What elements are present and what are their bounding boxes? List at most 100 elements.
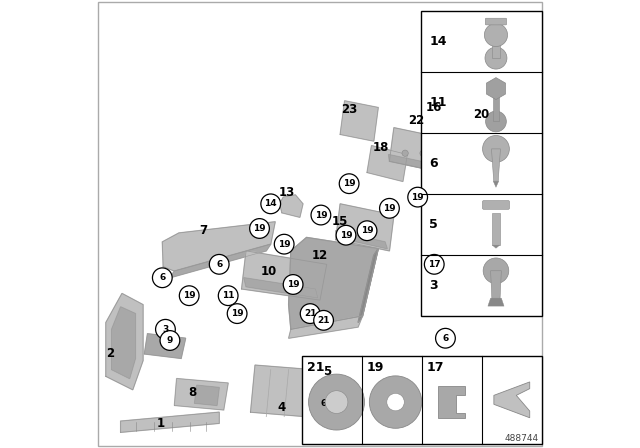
Text: 4: 4 [278,401,286,414]
Text: 1: 1 [157,417,165,430]
Text: 17: 17 [426,361,444,374]
Polygon shape [195,385,220,405]
Polygon shape [170,244,271,278]
Circle shape [275,234,294,254]
Circle shape [156,319,175,339]
Text: 3: 3 [429,279,438,292]
Text: 15: 15 [332,215,348,228]
Text: 19: 19 [343,179,355,188]
Circle shape [152,268,172,288]
Circle shape [456,150,462,156]
Circle shape [311,205,331,225]
Text: 12: 12 [312,249,328,262]
Text: 21: 21 [304,309,316,318]
Circle shape [436,328,455,348]
Circle shape [484,23,508,47]
Polygon shape [388,155,475,179]
Polygon shape [437,134,475,152]
Polygon shape [280,195,303,217]
Circle shape [420,150,426,156]
Circle shape [209,254,229,274]
Circle shape [336,225,356,245]
Circle shape [300,304,320,323]
Text: 5: 5 [429,218,438,231]
Text: 14: 14 [264,199,277,208]
Polygon shape [251,365,340,419]
Polygon shape [289,237,378,329]
Polygon shape [244,278,317,298]
FancyBboxPatch shape [302,356,541,444]
Polygon shape [482,121,511,159]
Polygon shape [174,379,228,410]
Text: 7: 7 [200,224,207,237]
Text: 6: 6 [216,260,222,269]
Circle shape [227,304,247,323]
FancyBboxPatch shape [485,18,507,25]
Polygon shape [106,293,143,390]
Text: 19: 19 [231,309,243,318]
FancyBboxPatch shape [421,11,541,316]
Text: 23: 23 [341,103,357,116]
Polygon shape [439,92,481,152]
FancyBboxPatch shape [492,37,500,58]
Circle shape [486,111,506,132]
Circle shape [284,275,303,294]
Polygon shape [145,334,186,358]
Text: 21: 21 [307,361,324,374]
FancyBboxPatch shape [492,214,500,245]
Text: 11: 11 [222,291,234,300]
Text: 6: 6 [429,157,438,170]
Text: 13: 13 [278,186,294,199]
Circle shape [408,187,428,207]
Circle shape [308,374,364,430]
Text: 20: 20 [473,108,490,121]
Text: 10: 10 [260,264,276,278]
Text: 6: 6 [442,334,449,343]
Text: 6: 6 [159,273,165,282]
Polygon shape [491,271,501,300]
Text: 9: 9 [167,336,173,345]
FancyBboxPatch shape [483,201,509,209]
Polygon shape [492,245,500,248]
Text: 19: 19 [412,193,424,202]
Circle shape [402,150,408,156]
Polygon shape [358,249,378,323]
Polygon shape [482,142,504,157]
Circle shape [218,286,238,306]
Text: 17: 17 [428,260,440,269]
Circle shape [485,47,507,69]
Text: 19: 19 [253,224,266,233]
Polygon shape [112,307,136,379]
Circle shape [424,254,444,274]
Text: 19: 19 [367,361,384,374]
Text: 18: 18 [372,141,388,155]
Text: 14: 14 [429,35,447,48]
Text: 19: 19 [315,211,327,220]
Circle shape [483,258,509,284]
Polygon shape [486,78,506,99]
Polygon shape [488,298,504,306]
Circle shape [357,221,377,241]
Text: 11: 11 [429,96,447,109]
Polygon shape [367,146,407,181]
Circle shape [160,331,180,350]
Text: 19: 19 [287,280,300,289]
Text: 16: 16 [426,101,442,114]
Text: 19: 19 [183,291,195,300]
Polygon shape [289,316,362,338]
Circle shape [387,393,404,411]
Circle shape [339,174,359,194]
FancyBboxPatch shape [99,2,541,446]
Polygon shape [438,386,465,418]
Polygon shape [492,149,500,181]
Circle shape [438,150,444,156]
Circle shape [261,194,280,214]
Text: 19: 19 [361,226,373,235]
Circle shape [314,393,333,413]
Text: 22: 22 [408,114,424,128]
Polygon shape [389,128,479,179]
Polygon shape [493,181,499,187]
Polygon shape [340,101,378,141]
FancyBboxPatch shape [493,90,499,121]
Circle shape [179,286,199,306]
